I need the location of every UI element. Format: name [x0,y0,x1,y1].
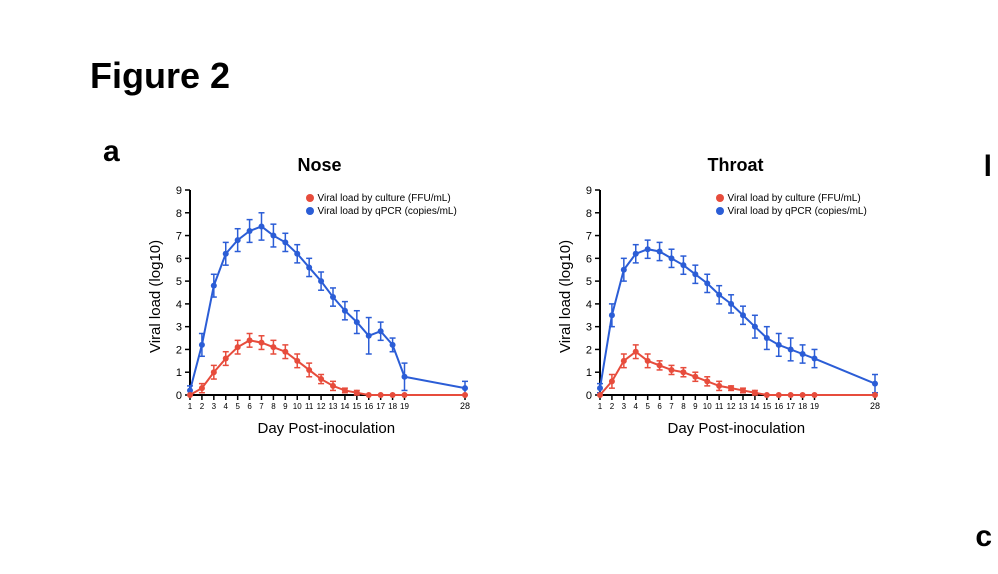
svg-text:4: 4 [586,299,592,311]
svg-text:10: 10 [293,402,302,411]
svg-text:28: 28 [460,401,470,411]
svg-text:6: 6 [247,402,252,411]
svg-text:8: 8 [176,208,182,220]
svg-text:18: 18 [388,402,397,411]
svg-text:4: 4 [224,402,229,411]
svg-text:3: 3 [176,322,182,334]
svg-text:4: 4 [634,402,639,411]
chart-title-1: Throat [708,155,764,176]
svg-text:5: 5 [645,402,650,411]
svg-text:3: 3 [212,402,217,411]
chart-svg-0: 0123456789123456789101112131415161718192… [145,180,475,430]
svg-text:10: 10 [703,402,712,411]
svg-text:28: 28 [870,401,880,411]
series-qpcr-1 [597,240,878,393]
svg-text:7: 7 [586,231,592,243]
panel-label-a: a [103,135,120,169]
svg-text:0: 0 [586,390,592,402]
svg-text:11: 11 [715,402,724,411]
svg-text:2: 2 [610,402,615,411]
svg-text:3: 3 [586,322,592,334]
svg-text:12: 12 [317,402,326,411]
svg-text:5: 5 [235,402,240,411]
svg-text:4: 4 [176,299,182,311]
svg-text:9: 9 [693,402,698,411]
svg-text:16: 16 [774,402,783,411]
svg-text:5: 5 [176,276,182,288]
svg-text:1: 1 [598,402,603,411]
svg-text:6: 6 [657,402,662,411]
side-letter-bottom: c [975,520,992,554]
svg-text:5: 5 [586,276,592,288]
svg-text:8: 8 [681,402,686,411]
svg-text:14: 14 [750,402,759,411]
svg-text:16: 16 [364,402,373,411]
svg-text:2: 2 [586,344,592,356]
svg-text:9: 9 [176,185,182,197]
svg-text:13: 13 [329,402,338,411]
svg-text:2: 2 [200,402,205,411]
svg-text:17: 17 [786,402,795,411]
svg-text:11: 11 [305,402,314,411]
svg-text:14: 14 [340,402,349,411]
svg-text:9: 9 [283,402,288,411]
svg-text:2: 2 [176,344,182,356]
svg-text:7: 7 [669,402,674,411]
series-culture-0 [187,334,468,399]
svg-text:12: 12 [727,402,736,411]
svg-text:0: 0 [176,390,182,402]
side-letter-top: l [984,150,992,184]
svg-text:1: 1 [586,367,592,379]
svg-text:6: 6 [586,253,592,265]
svg-text:18: 18 [798,402,807,411]
svg-text:9: 9 [586,185,592,197]
svg-text:8: 8 [271,402,276,411]
svg-text:7: 7 [176,231,182,243]
svg-text:8: 8 [586,208,592,220]
series-qpcr-0 [187,213,468,395]
svg-text:17: 17 [376,402,385,411]
svg-text:3: 3 [622,402,627,411]
svg-text:19: 19 [810,402,819,411]
svg-text:19: 19 [400,402,409,411]
figure-title: Figure 2 [90,55,230,97]
svg-text:13: 13 [739,402,748,411]
series-culture-1 [597,345,878,398]
chart-svg-1: 0123456789123456789101112131415161718192… [555,180,885,430]
chart-title-0: Nose [298,155,342,176]
svg-text:1: 1 [176,367,182,379]
svg-text:15: 15 [352,402,361,411]
svg-text:15: 15 [762,402,771,411]
svg-text:7: 7 [259,402,264,411]
svg-text:1: 1 [188,402,193,411]
svg-text:6: 6 [176,253,182,265]
